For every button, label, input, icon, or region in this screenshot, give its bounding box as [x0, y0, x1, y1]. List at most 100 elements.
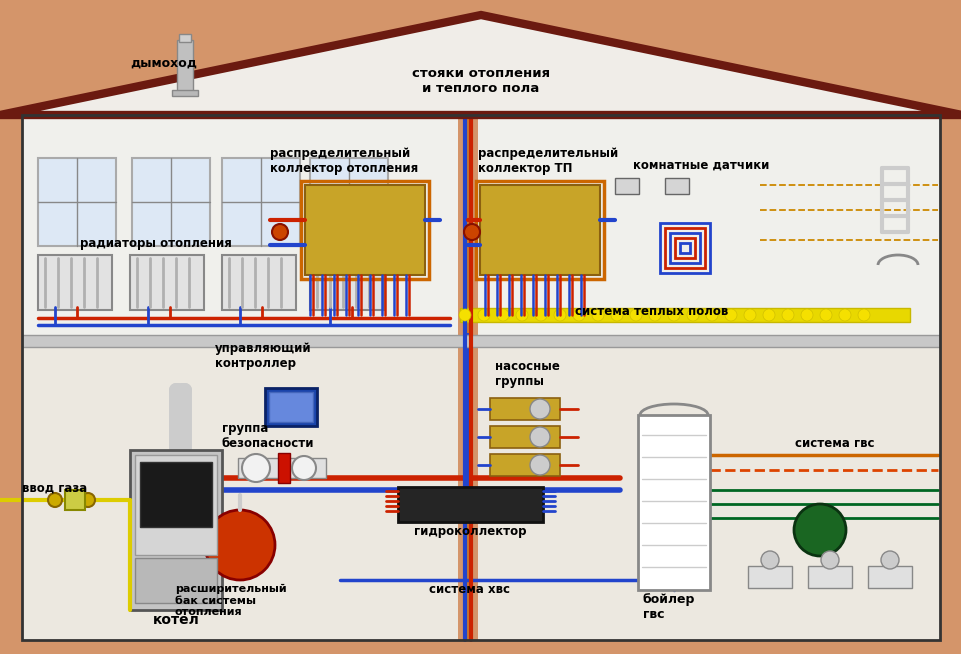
- Bar: [664, 178, 688, 194]
- Circle shape: [838, 309, 850, 321]
- Bar: [664, 228, 704, 268]
- Polygon shape: [0, 15, 961, 115]
- Bar: [398, 487, 542, 522]
- Bar: [659, 223, 709, 273]
- Circle shape: [458, 309, 471, 321]
- Bar: [22, 115, 939, 640]
- Circle shape: [515, 309, 528, 321]
- Text: группа
безопасности: группа безопасности: [222, 422, 314, 450]
- Bar: [679, 243, 689, 253]
- Bar: [237, 458, 326, 478]
- Circle shape: [292, 456, 315, 480]
- Text: ввод газа: ввод газа: [22, 482, 87, 495]
- Circle shape: [272, 224, 287, 240]
- Text: управляющий
контроллер: управляющий контроллер: [214, 342, 311, 370]
- Bar: [476, 181, 604, 279]
- Text: бойлер
гвс: бойлер гвс: [642, 593, 695, 621]
- Bar: [269, 392, 312, 422]
- Circle shape: [705, 309, 717, 321]
- Bar: [0, 640, 961, 654]
- Circle shape: [667, 309, 679, 321]
- Text: насосные
группы: насосные группы: [495, 360, 559, 388]
- Bar: [637, 415, 709, 590]
- Text: комнатные датчики: комнатные датчики: [632, 159, 769, 172]
- Circle shape: [725, 309, 736, 321]
- Bar: [179, 34, 191, 42]
- Circle shape: [573, 309, 584, 321]
- Bar: [480, 185, 600, 275]
- Text: распределительный
коллектор ТП: распределительный коллектор ТП: [478, 147, 618, 175]
- Bar: [462, 115, 473, 640]
- Bar: [669, 233, 700, 263]
- Circle shape: [649, 309, 660, 321]
- Bar: [22, 115, 939, 335]
- Circle shape: [781, 309, 793, 321]
- Circle shape: [497, 309, 508, 321]
- Bar: [177, 40, 193, 95]
- Circle shape: [554, 309, 565, 321]
- Text: распределительный
коллектор отопления: распределительный коллектор отопления: [270, 147, 418, 175]
- Bar: [22, 347, 939, 640]
- Bar: [135, 558, 217, 603]
- Bar: [0, 115, 22, 640]
- Circle shape: [242, 454, 270, 482]
- Text: система гвс: система гвс: [794, 437, 874, 450]
- Bar: [130, 255, 204, 310]
- Text: расширительный
бак системы
отопления: расширительный бак системы отопления: [175, 584, 286, 617]
- Bar: [489, 426, 559, 448]
- Circle shape: [463, 224, 480, 240]
- Bar: [38, 158, 116, 246]
- Bar: [305, 185, 425, 275]
- Bar: [457, 115, 478, 640]
- Circle shape: [591, 309, 604, 321]
- Text: система хвс: система хвс: [429, 583, 510, 596]
- Circle shape: [857, 309, 869, 321]
- Bar: [22, 335, 939, 347]
- Circle shape: [629, 309, 641, 321]
- Bar: [132, 158, 209, 246]
- Circle shape: [801, 309, 812, 321]
- Bar: [65, 490, 85, 510]
- Bar: [140, 462, 211, 527]
- Bar: [264, 388, 317, 426]
- Circle shape: [762, 309, 775, 321]
- Circle shape: [530, 455, 550, 475]
- Bar: [301, 181, 429, 279]
- Circle shape: [205, 510, 275, 580]
- Circle shape: [743, 309, 755, 321]
- Bar: [867, 566, 911, 588]
- Circle shape: [760, 551, 778, 569]
- Bar: [748, 566, 791, 588]
- Bar: [807, 566, 851, 588]
- Bar: [459, 308, 909, 322]
- Circle shape: [534, 309, 547, 321]
- Text: система теплых полов: система теплых полов: [575, 305, 727, 318]
- Bar: [675, 238, 694, 258]
- Bar: [309, 255, 383, 310]
- Text: гидроколлектор: гидроколлектор: [413, 525, 526, 538]
- Bar: [130, 450, 222, 610]
- Bar: [38, 255, 111, 310]
- Bar: [172, 90, 198, 96]
- Bar: [22, 115, 939, 640]
- Circle shape: [81, 493, 95, 507]
- Bar: [222, 255, 296, 310]
- Bar: [135, 455, 217, 555]
- Bar: [222, 158, 300, 246]
- Circle shape: [686, 309, 699, 321]
- Text: котел: котел: [153, 613, 199, 627]
- Circle shape: [530, 427, 550, 447]
- Circle shape: [820, 551, 838, 569]
- Bar: [309, 158, 387, 246]
- Text: радиаторы отопления: радиаторы отопления: [80, 237, 232, 250]
- Circle shape: [478, 309, 489, 321]
- Circle shape: [530, 399, 550, 419]
- Text: дымоход: дымоход: [130, 57, 197, 70]
- Circle shape: [880, 551, 899, 569]
- Circle shape: [819, 309, 831, 321]
- Bar: [489, 398, 559, 420]
- Bar: [278, 453, 289, 483]
- Bar: [614, 178, 638, 194]
- Text: стояки отопления
и теплого пола: стояки отопления и теплого пола: [411, 67, 550, 95]
- Bar: [939, 115, 961, 640]
